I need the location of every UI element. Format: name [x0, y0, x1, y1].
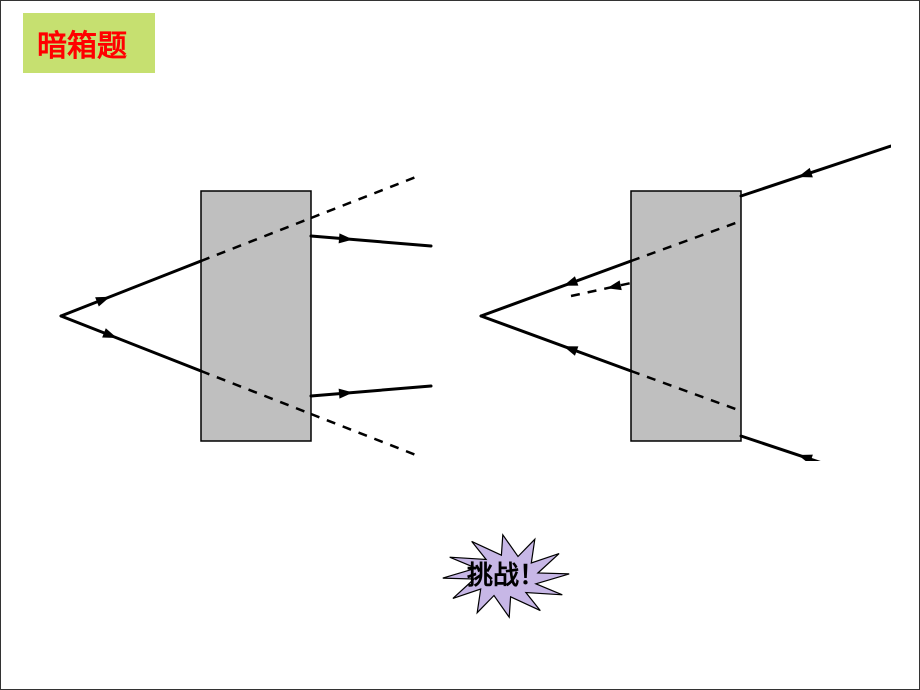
challenge-text: 挑战！ — [467, 561, 545, 590]
title-box: 暗箱题 — [23, 13, 155, 73]
title-text: 暗箱题 — [37, 30, 127, 63]
slide: 暗箱题 挑战！ — [0, 0, 920, 690]
diagram-right — [471, 141, 891, 461]
challenge-badge: 挑战！ — [421, 516, 591, 636]
diagram-left — [51, 141, 451, 461]
